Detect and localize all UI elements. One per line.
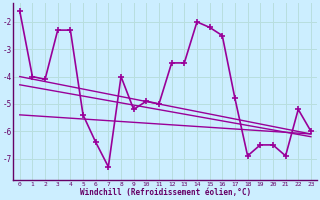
X-axis label: Windchill (Refroidissement éolien,°C): Windchill (Refroidissement éolien,°C) — [80, 188, 251, 197]
